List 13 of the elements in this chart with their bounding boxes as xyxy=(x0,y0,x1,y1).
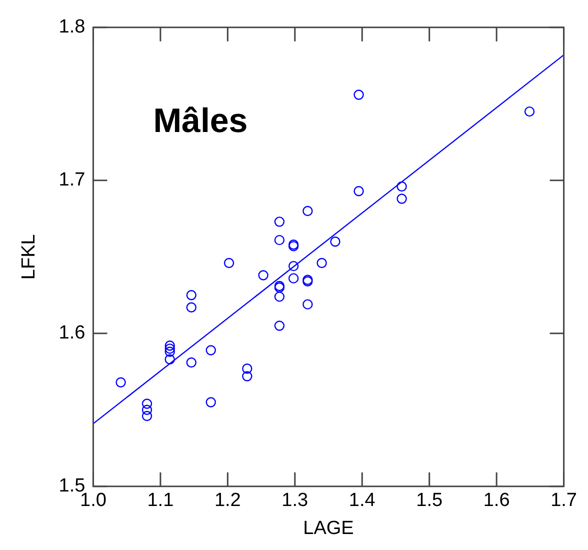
y-tick-label: 1.7 xyxy=(58,170,86,191)
x-tick-label: 1.2 xyxy=(214,490,241,512)
x-tick-label: 1.3 xyxy=(282,490,308,512)
y-tick-label: 1.8 xyxy=(58,16,86,38)
x-tick-label: 1.1 xyxy=(147,490,174,512)
y-axis-title: LFKL xyxy=(18,234,40,280)
y-tick-label: 1.6 xyxy=(58,322,86,344)
x-tick-label: 1.7 xyxy=(550,490,578,512)
text: Mâles xyxy=(153,102,248,140)
x-tick-label: 1.4 xyxy=(348,490,376,512)
x-axis-title: LAGE xyxy=(303,518,354,539)
x-tick-label: 1.5 xyxy=(416,490,443,512)
x-tick-label: 1.6 xyxy=(483,490,510,512)
